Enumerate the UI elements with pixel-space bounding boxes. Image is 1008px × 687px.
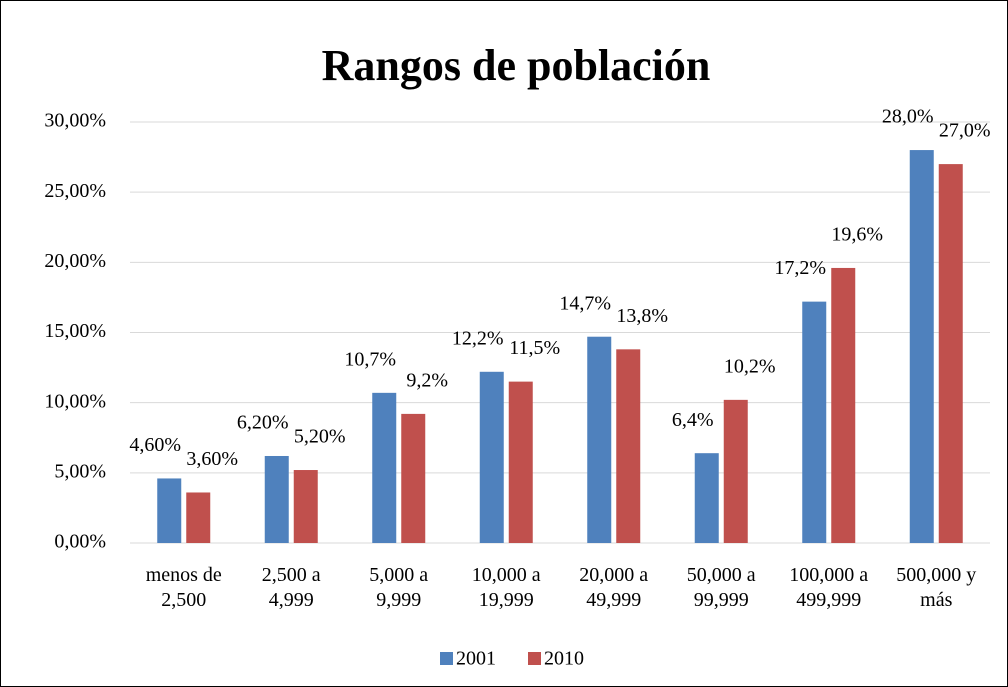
data-label: 12,2% [452, 327, 504, 349]
y-tick-label: 15,00% [44, 320, 106, 342]
legend-swatch [528, 652, 541, 665]
data-label: 3,60% [186, 448, 238, 470]
data-label: 27,0% [939, 120, 991, 142]
y-tick-label: 30,00% [44, 110, 106, 132]
bar [157, 478, 182, 543]
bar [616, 349, 641, 543]
y-tick-label: 10,00% [44, 390, 106, 412]
x-tick-label: 10,000 a 19,999 [472, 564, 541, 611]
data-label: 4,60% [129, 434, 181, 456]
bar [372, 392, 397, 543]
data-label: 13,8% [616, 305, 668, 327]
x-tick-label: 500,000 y más [896, 564, 976, 611]
bar [802, 301, 827, 543]
data-label: 17,2% [774, 257, 826, 279]
bar [293, 470, 318, 543]
data-label: 5,20% [294, 426, 346, 448]
bar [508, 381, 533, 543]
data-label: 10,7% [344, 348, 396, 370]
bar [587, 336, 612, 543]
x-tick-label: 2,500 a 4,999 [262, 564, 321, 611]
bar [186, 492, 211, 543]
data-label: 10,2% [724, 355, 776, 377]
bar [401, 413, 426, 543]
y-tick-label: 0,00% [54, 531, 106, 553]
legend-label: 2010 [544, 648, 584, 670]
bar [909, 150, 934, 544]
x-tick-label: 100,000 a 499,999 [789, 564, 868, 611]
x-tick-label: 20,000 a 49,999 [579, 564, 648, 611]
y-tick-label: 20,00% [44, 250, 106, 272]
data-label: 9,2% [406, 369, 448, 391]
data-label: 14,7% [559, 292, 611, 314]
y-tick-label: 25,00% [44, 180, 106, 202]
x-tick-label: menos de 2,500 [146, 564, 222, 611]
data-label: 6,20% [237, 412, 289, 434]
data-label: 11,5% [509, 337, 560, 359]
bar [723, 399, 748, 543]
bar [264, 455, 289, 543]
x-tick-label: 5,000 a 9,999 [369, 564, 428, 611]
bar [694, 453, 719, 543]
legend-label: 2001 [456, 648, 496, 670]
bar [831, 267, 856, 543]
data-label: 19,6% [831, 224, 883, 246]
data-label: 28,0% [882, 106, 934, 128]
chart-title: Rangos de población [322, 41, 711, 90]
bar [479, 371, 504, 543]
y-tick-label: 5,00% [54, 460, 106, 482]
x-tick-label: 50,000 a 99,999 [687, 564, 756, 611]
data-label: 6,4% [672, 409, 714, 431]
bar [938, 164, 963, 543]
legend-swatch [440, 652, 453, 665]
